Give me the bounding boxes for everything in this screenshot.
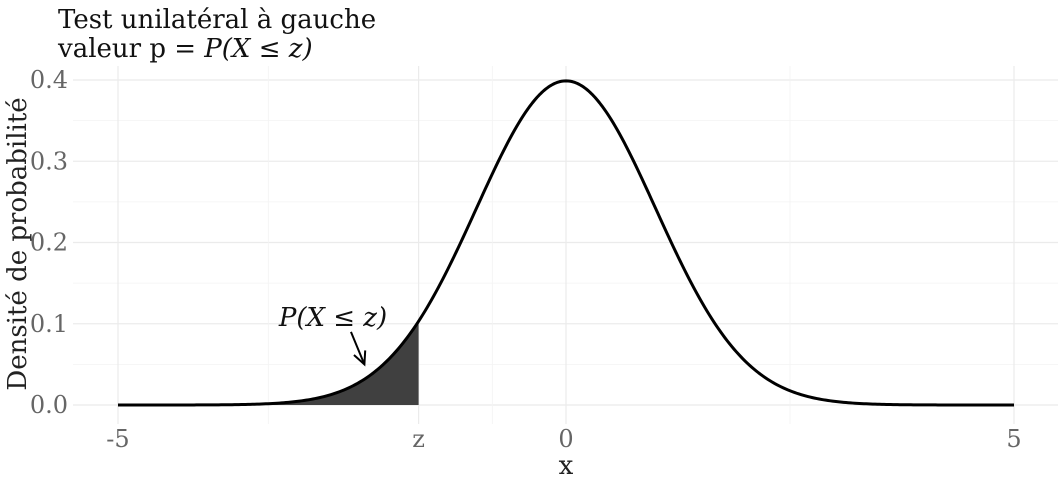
y-tick-label: 0.3: [30, 147, 68, 175]
x-tick-label: -5: [106, 425, 129, 453]
shaded-area: [118, 321, 419, 405]
chart-title-line1: Test unilatéral à gauche: [58, 5, 376, 35]
annotation-layer: P(X ≤ z): [278, 303, 387, 367]
density-line: [118, 79, 1014, 407]
x-tick-label: 5: [1006, 425, 1021, 453]
y-tick-label: 0.0: [30, 391, 68, 419]
x-tick-labels: -5 z 0 5: [106, 425, 1021, 453]
annotation-arrowhead: [353, 350, 367, 367]
y-tick-label: 0.1: [30, 310, 68, 338]
annotation-arrow: [350, 331, 366, 365]
shaded-area-layer: [118, 321, 419, 405]
x-tick-label: z: [412, 425, 425, 453]
density-line-layer: [118, 79, 1014, 407]
title-math: P(X ≤ z): [203, 34, 312, 64]
y-tick-labels: 0.0 0.1 0.2 0.3 0.4: [30, 66, 68, 419]
grid: [73, 66, 1058, 424]
title-prefix: valeur p =: [57, 34, 204, 64]
y-tick-label: 0.2: [30, 229, 68, 257]
x-axis-label: x: [559, 451, 574, 481]
y-axis-label: Densité de probabilité: [3, 97, 33, 390]
x-tick-label: 0: [558, 425, 573, 453]
y-tick-label: 0.4: [30, 66, 68, 94]
chart-title-line2: valeur p = P(X ≤ z): [57, 34, 313, 64]
annotation-label: P(X ≤ z): [278, 303, 387, 333]
